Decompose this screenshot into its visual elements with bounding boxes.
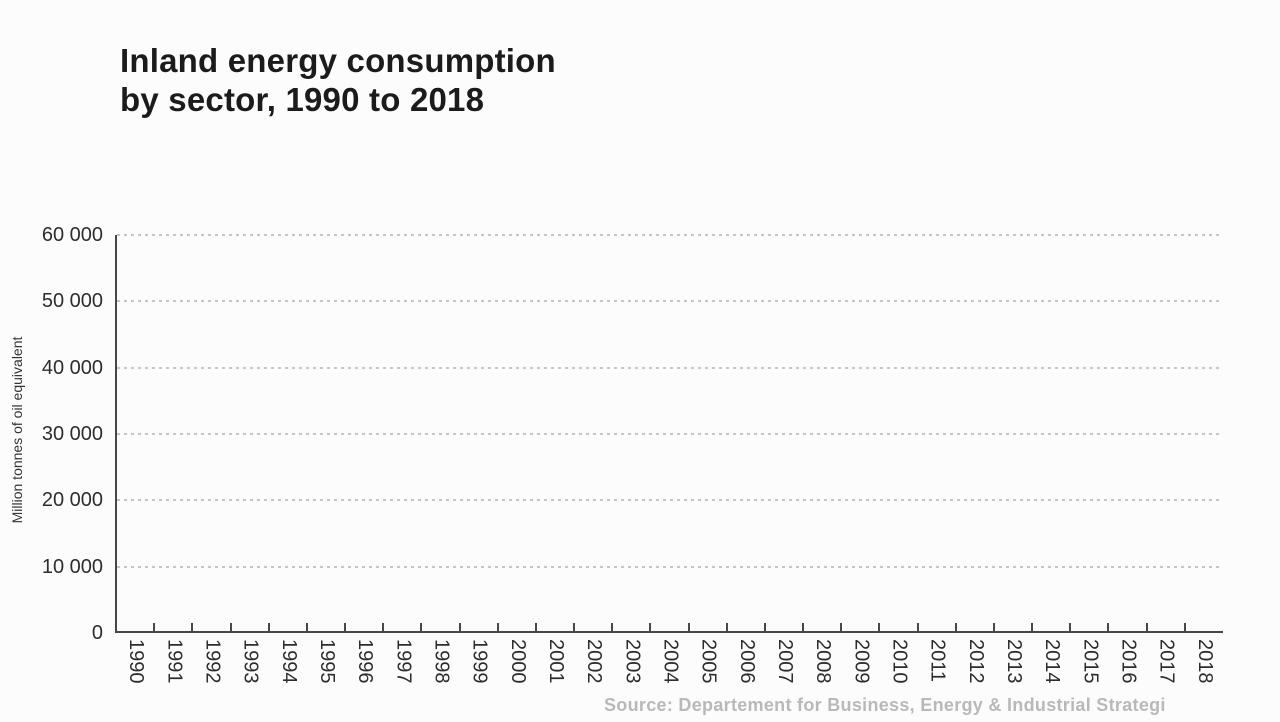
x-tick-label: 2005 (697, 639, 720, 684)
x-axis-line (115, 631, 1223, 633)
x-tick (382, 623, 385, 631)
x-tick-label: 2008 (812, 639, 835, 684)
x-tick-label: 1998 (430, 639, 453, 684)
x-tick-label: 2010 (888, 639, 911, 684)
x-tick (649, 623, 652, 631)
x-tick-label: 1995 (315, 639, 338, 684)
x-tick-label: 2016 (1117, 639, 1140, 684)
x-tick-label: 2014 (1041, 639, 1064, 684)
y-tick-label: 30 000 (41, 423, 103, 445)
gridline (117, 300, 1223, 303)
x-tick-label: 1999 (468, 639, 491, 684)
x-tick-label: 2006 (735, 639, 758, 684)
x-tick-label: 2017 (1155, 639, 1178, 684)
x-tick-label: 2012 (964, 639, 987, 684)
x-tick-label: 2018 (1193, 639, 1216, 684)
x-tick (611, 623, 614, 631)
gridline (117, 499, 1223, 502)
x-tick (725, 623, 728, 631)
x-tick (992, 623, 995, 631)
y-axis-line (115, 235, 117, 633)
x-tick (1069, 623, 1072, 631)
x-tick (496, 623, 499, 631)
x-tick-label: 2003 (621, 639, 644, 684)
x-tick (1183, 623, 1186, 631)
chart-title: Inland energy consumption by sector, 199… (120, 42, 556, 118)
x-tick (763, 623, 766, 631)
x-tick-label: 1991 (163, 639, 186, 684)
source-note: Source: Departement for Business, Energy… (604, 695, 1166, 715)
x-tick (916, 623, 919, 631)
y-tick-label: 50 000 (41, 290, 103, 313)
x-tick-label: 2009 (850, 639, 873, 684)
x-tick-label: 2002 (583, 639, 606, 684)
x-tick-label: 1990 (125, 639, 148, 684)
x-tick-label: 2000 (506, 639, 529, 684)
x-tick (267, 623, 270, 631)
x-tick (687, 623, 690, 631)
x-tick-label: 2001 (544, 639, 567, 684)
gridline (117, 565, 1223, 568)
x-tick (458, 623, 461, 631)
x-tick-label: 2011 (926, 639, 949, 683)
x-tick (229, 623, 232, 631)
gridline (117, 234, 1223, 236)
gridline (117, 433, 1223, 435)
x-tick-label: 1996 (354, 639, 377, 684)
x-tick (1107, 623, 1110, 631)
x-tick (534, 623, 537, 631)
y-tick-label: 10 000 (41, 555, 103, 578)
x-tick (420, 623, 423, 631)
x-tick (878, 623, 881, 631)
y-tick-label: 20 000 (41, 489, 103, 512)
x-tick-label: 2004 (659, 639, 682, 684)
x-tick (1031, 623, 1034, 631)
x-tick (191, 623, 194, 631)
x-tick-label: 1992 (201, 639, 224, 684)
gridline (117, 366, 1223, 369)
x-tick (802, 623, 805, 631)
y-tick-label: 0 (91, 622, 103, 644)
x-tick (1145, 623, 1148, 631)
x-tick-label: 1997 (392, 639, 415, 684)
x-tick (840, 623, 843, 631)
x-tick (573, 623, 576, 631)
x-tick (954, 623, 957, 631)
x-tick-label: 1993 (239, 639, 262, 684)
x-tick-label: 1994 (277, 639, 300, 684)
x-tick-label: 2013 (1003, 639, 1026, 684)
x-tick (153, 623, 156, 631)
x-tick (344, 623, 347, 631)
y-tick-label: 60 000 (41, 224, 103, 246)
x-tick-label: 2015 (1079, 639, 1102, 684)
y-tick-label: 40 000 (41, 356, 103, 379)
x-tick-label: 2007 (774, 639, 797, 684)
x-tick (305, 623, 308, 631)
